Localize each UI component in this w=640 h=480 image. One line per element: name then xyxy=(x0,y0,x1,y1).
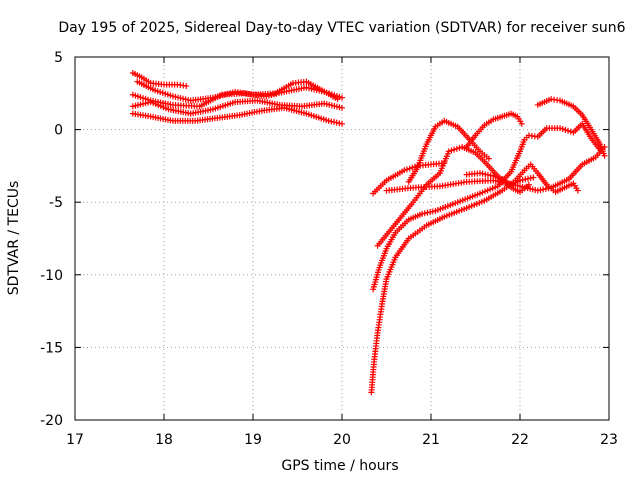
grid xyxy=(75,57,609,420)
axis-ticks xyxy=(74,56,610,421)
series-track-5 xyxy=(129,104,345,127)
data-point xyxy=(601,152,608,159)
data-point xyxy=(453,145,460,152)
data-point xyxy=(485,155,492,162)
x-tick-label: 21 xyxy=(422,432,440,448)
y-tick-label: 0 xyxy=(54,123,63,139)
series-track-4 xyxy=(129,97,345,117)
data-point xyxy=(562,126,569,133)
y-tick-label: -15 xyxy=(40,340,63,356)
data-points xyxy=(129,69,608,396)
y-tick-label: -10 xyxy=(40,268,63,284)
series-track-7 xyxy=(370,120,604,293)
tick-labels: 17 18 19 20 21 22 23 5 0 -5 -10 -15 -20 xyxy=(40,50,618,448)
y-tick-label: 5 xyxy=(54,50,63,66)
series-track-3 xyxy=(129,84,345,110)
x-tick-label: 22 xyxy=(511,432,529,448)
data-point xyxy=(559,126,566,133)
y-tick-label: -5 xyxy=(49,195,63,211)
data-point xyxy=(406,165,413,172)
x-tick-label: 20 xyxy=(333,432,351,448)
data-point xyxy=(451,146,458,153)
x-tick-label: 19 xyxy=(244,432,262,448)
data-point xyxy=(574,187,581,194)
data-point xyxy=(445,148,452,155)
series-track-14 xyxy=(534,96,608,159)
data-point xyxy=(567,128,574,135)
series-track-9 xyxy=(374,144,532,249)
y-axis-label: SDTVAR / TECUs xyxy=(6,181,22,296)
series-track-12 xyxy=(463,170,537,188)
series-track-1 xyxy=(129,69,190,90)
series-track-13 xyxy=(463,110,525,151)
data-point xyxy=(525,181,532,188)
data-point xyxy=(557,125,564,132)
data-point xyxy=(530,174,537,181)
x-tick-label: 17 xyxy=(66,432,84,448)
x-axis-label: GPS time / hours xyxy=(281,458,398,474)
data-point xyxy=(339,120,345,127)
series-track-6 xyxy=(368,161,581,396)
data-point xyxy=(448,147,455,154)
chart-title: Day 195 of 2025, Sidereal Day-to-day VTE… xyxy=(58,20,625,36)
series-track-8 xyxy=(370,159,448,197)
x-tick-label: 23 xyxy=(600,432,618,448)
series-track-10 xyxy=(405,117,492,185)
series-track-11 xyxy=(383,144,608,194)
data-point xyxy=(401,167,408,174)
data-point xyxy=(518,120,525,127)
y-tick-label: -20 xyxy=(40,413,63,429)
data-point xyxy=(565,127,572,134)
data-point xyxy=(409,164,416,171)
data-point xyxy=(339,104,345,111)
data-point xyxy=(403,166,410,173)
data-point xyxy=(183,83,190,90)
data-point xyxy=(339,94,345,101)
x-tick-label: 18 xyxy=(155,432,173,448)
